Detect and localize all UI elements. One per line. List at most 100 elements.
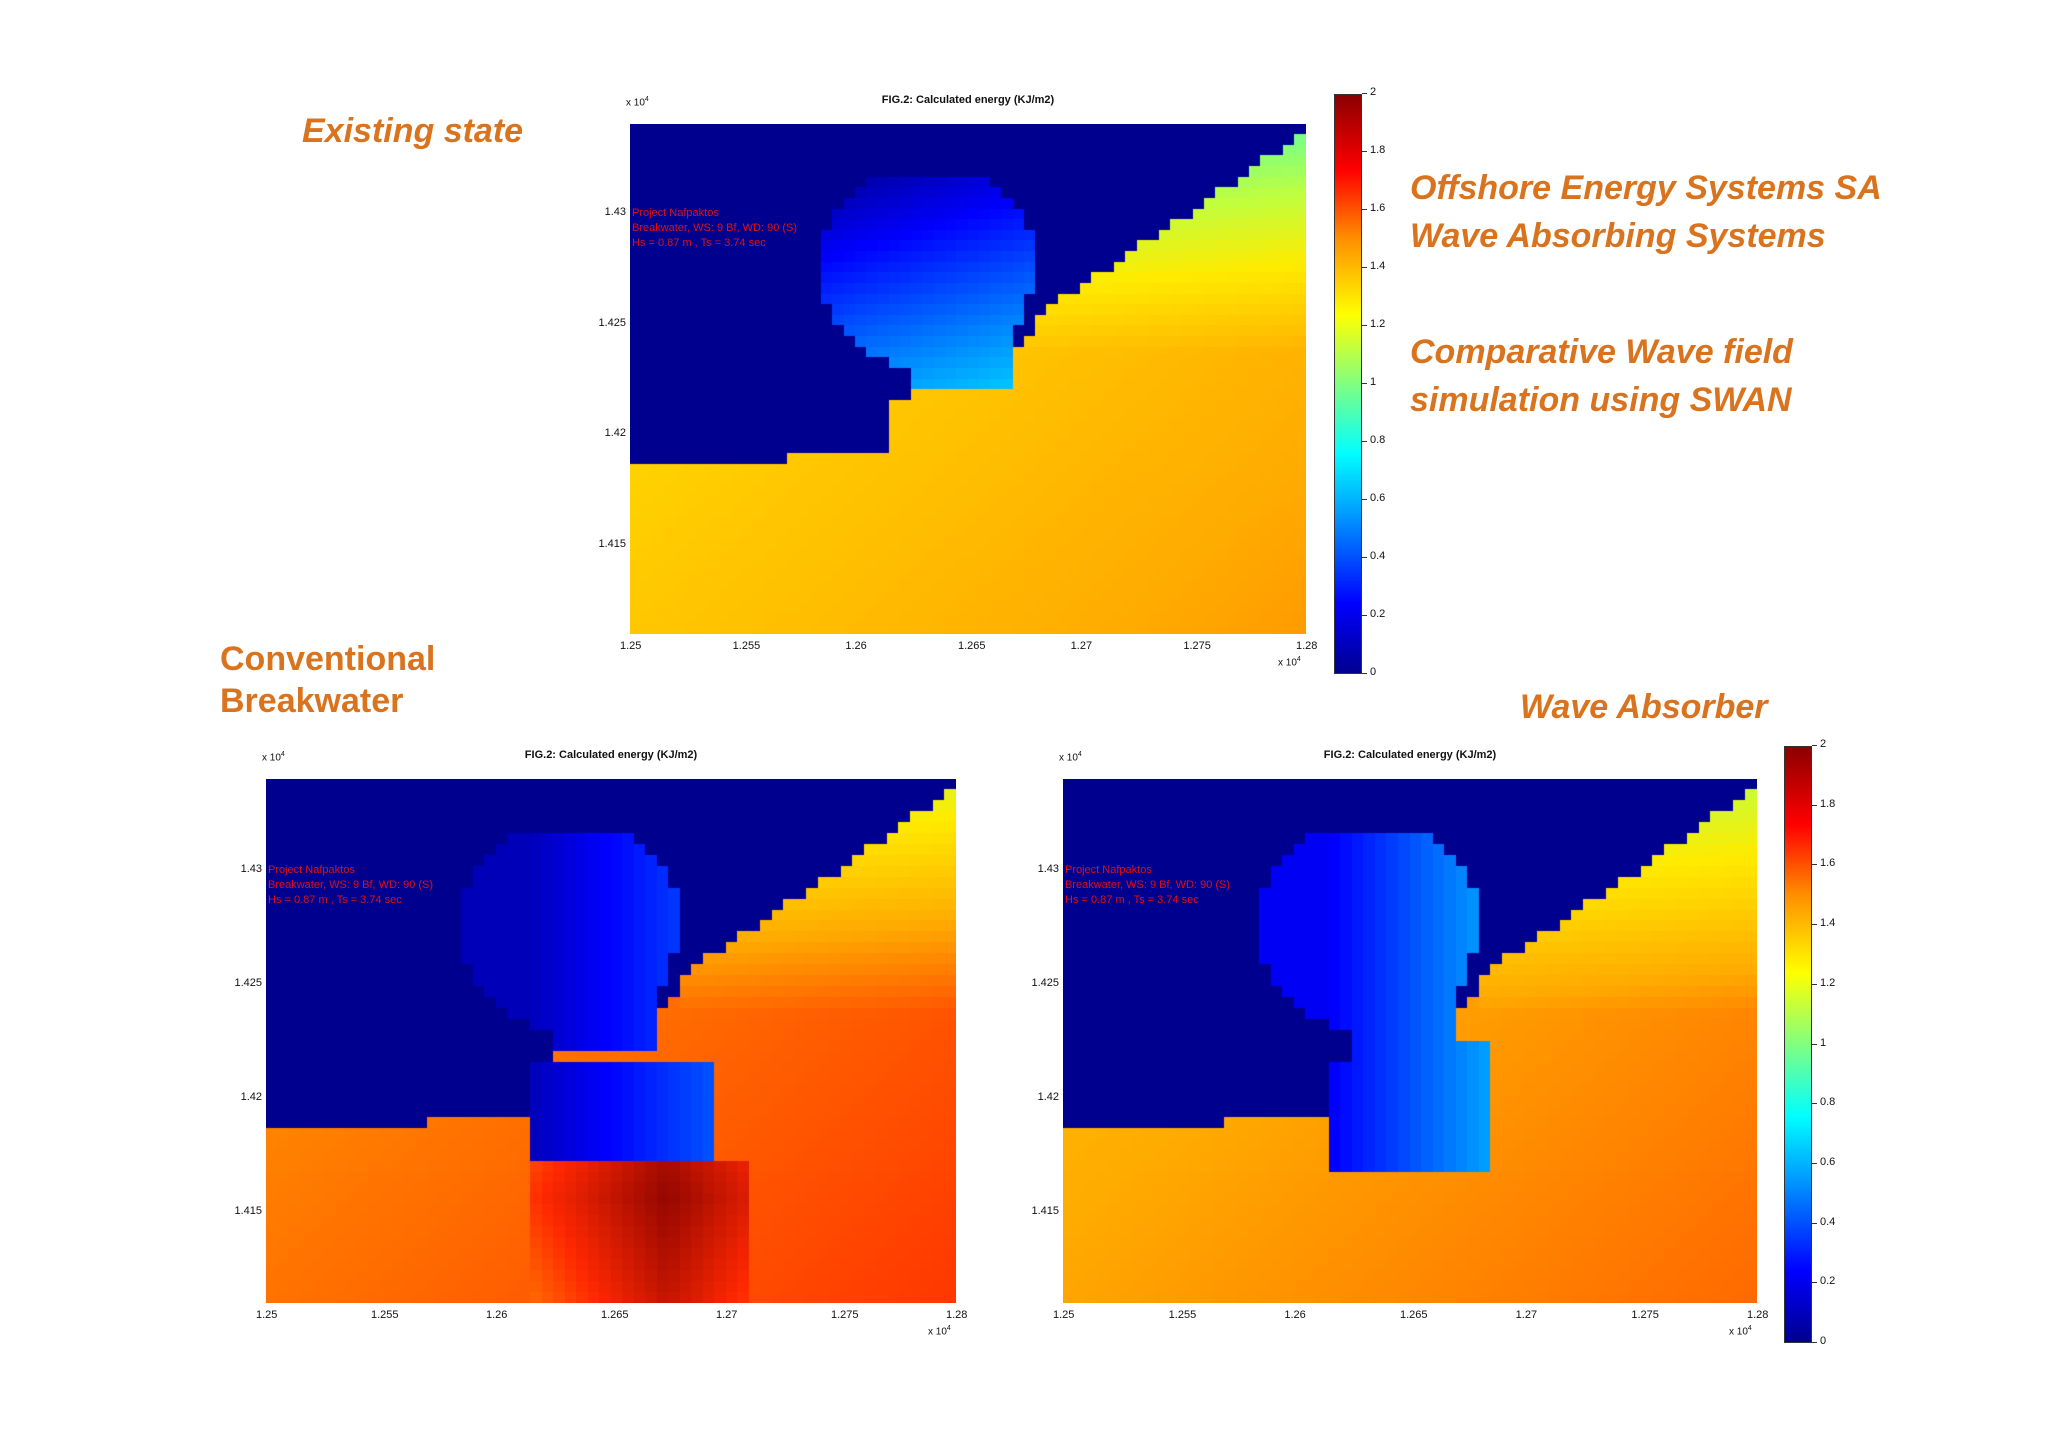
colorbar-tick-label: 1.4 [1811,917,1836,930]
annotation-line: Project Nafpaktos [632,206,719,219]
chart-existing: FIG.2: Calculated energy (KJ/m2) x 104 Pro… [576,94,1318,674]
label-conventional: Conventional Breakwater [220,638,435,722]
colorbar-tick-label: 0.8 [1361,434,1386,446]
chart-annotation: Project Nafpaktos Breakwater, WS: 9 Bf, W… [632,206,797,251]
annotation-line: Breakwater, WS: 9 Bf, WD: 90 (S) [632,221,798,234]
y-tick-label: 1.425 [1031,977,1059,990]
colorbar-tick-label: 0.6 [1811,1155,1836,1168]
chart-title: FIG.2: Calculated energy (KJ/m2) [881,94,1055,106]
colorbar-tick-label: 1.2 [1811,976,1836,989]
y-exponent-power: 4 [280,751,285,758]
y-exponent: x 104 [262,751,285,764]
colorbar-tick-label: 0.2 [1361,608,1386,620]
x-tick-label: 1.26 [1284,1309,1306,1321]
energy-heatmap [630,124,1306,634]
x-tick-label: 1.265 [1400,1309,1428,1321]
y-exponent-power: 4 [644,96,649,103]
colorbar-tick-label: 1.8 [1361,144,1386,156]
x-exponent: x 104 [928,1325,951,1338]
colorbar-tick-label: 0.2 [1811,1275,1836,1288]
y-tick-label: 1.42 [1037,1090,1059,1103]
y-tick-label: 1.43 [240,863,262,876]
x-exponent: x 104 [1278,656,1301,669]
energy-heatmap [1063,779,1757,1303]
label-company-line1: Offshore Energy Systems SA [1410,169,1882,207]
colorbar-tick-label: 1.4 [1361,260,1386,272]
x-tick-label: 1.255 [732,640,761,652]
label-conventional-line1: Conventional [220,640,436,678]
x-tick-label: 1.25 [1053,1309,1075,1321]
colorbar-gradient [1784,746,1812,1343]
x-tick-label: 1.27 [716,1309,738,1321]
colorbar-tick-label: 1 [1361,376,1377,388]
label-company: Offshore Energy Systems SA Wave Absorbin… [1410,164,1882,260]
x-tick-label: 1.255 [371,1309,399,1321]
colorbar-tick-label: 0 [1361,666,1377,678]
energy-heatmap [266,779,956,1303]
colorbar-tick-label: 2 [1361,86,1377,98]
label-comparative-line2: simulation using SWAN [1410,381,1792,419]
y-tick-label: 1.42 [604,427,626,440]
chart-annotation: Project Nafpaktos Breakwater, WS: 9 Bf, W… [268,863,433,908]
y-exponent: x 104 [1059,751,1082,764]
y-tick-label: 1.415 [234,1204,262,1217]
x-tick-label: 1.28 [1296,640,1318,652]
x-tick-label: 1.25 [256,1309,278,1321]
annotation-line: Hs = 0.87 m , Ts = 3.74 sec [268,893,402,906]
x-tick-label: 1.265 [958,640,986,652]
x-tick-label: 1.27 [1515,1309,1538,1321]
colorbar-tick-label: 1 [1811,1036,1827,1049]
label-comparative-line1: Comparative Wave field [1410,333,1793,371]
colorbar-tick-label: 0.4 [1811,1215,1836,1228]
chart-title: FIG.2: Calculated energy (KJ/m2) [524,749,698,761]
y-tick-label: 1.43 [1037,863,1059,876]
y-tick-label: 1.42 [240,1090,262,1103]
x-tick-label: 1.275 [1631,1309,1659,1321]
colorbar-gradient [1334,94,1362,674]
x-tick-label: 1.265 [601,1309,629,1321]
chart-conventional: FIG.2: Calculated energy (KJ/m2) x 104 Pro… [212,749,968,1343]
x-tick-label: 1.26 [845,640,867,652]
x-tick-label: 1.28 [946,1309,968,1321]
x-tick-label: 1.275 [831,1309,859,1321]
y-exponent: x 104 [626,96,649,109]
colorbar-tick-label: 2 [1811,738,1827,750]
y-tick-label: 1.415 [598,538,626,551]
x-tick-label: 1.255 [1168,1309,1197,1321]
label-company-line2: Wave Absorbing Systems [1410,217,1826,255]
annotation-line: Breakwater, WS: 9 Bf, WD: 90 (S) [1065,878,1231,891]
x-tick-label: 1.275 [1183,640,1211,652]
colorbar-tick-label: 1.8 [1811,797,1836,810]
x-tick-label: 1.25 [620,640,642,652]
colorbar-tick-label: 1.6 [1811,857,1836,870]
x-exponent: x 104 [1729,1325,1752,1338]
y-tick-label: 1.43 [604,205,626,218]
colorbar-tick-label: 1.2 [1361,318,1386,330]
colorbar-top: 2 1.8 1.6 1.4 1.2 1 0.8 0.6 0.4 0.2 0 [1334,86,1385,678]
x-exponent-power: 4 [946,1325,951,1332]
x-tick-label: 1.27 [1070,640,1093,652]
colorbar-tick-label: 0 [1811,1335,1827,1347]
colorbar-tick-label: 0.6 [1361,492,1386,504]
annotation-line: Project Nafpaktos [1065,863,1152,876]
annotation-line: Breakwater, WS: 9 Bf, WD: 90 (S) [268,878,434,891]
y-tick-label: 1.425 [598,316,626,329]
annotation-line: Hs = 0.87 m , Ts = 3.74 sec [632,236,766,249]
colorbar-tick-label: 1.6 [1361,202,1386,214]
label-existing-state: Existing state [302,112,524,150]
chart-absorber: FIG.2: Calculated energy (KJ/m2) x 104 Pro… [1009,749,1768,1343]
label-conventional-line2: Breakwater [220,682,404,720]
colorbar-tick-label: 0.8 [1811,1096,1836,1109]
colorbar-tick-label: 0.4 [1361,550,1386,562]
label-comparative: Comparative Wave field simulation using … [1410,328,1793,424]
x-tick-label: 1.26 [486,1309,508,1321]
y-tick-label: 1.415 [1031,1204,1059,1217]
annotation-line: Project Nafpaktos [268,863,355,876]
chart-title: FIG.2: Calculated energy (KJ/m2) [1323,749,1497,761]
annotation-line: Hs = 0.87 m , Ts = 3.74 sec [1065,893,1199,906]
x-exponent-power: 4 [1296,656,1301,663]
chart-annotation: Project Nafpaktos Breakwater, WS: 9 Bf, W… [1065,863,1230,908]
colorbar-bottom: 2 1.8 1.6 1.4 1.2 1 0.8 0.6 0.4 0.2 0 [1784,738,1835,1347]
y-tick-label: 1.425 [234,977,262,990]
x-exponent-power: 4 [1747,1325,1752,1332]
